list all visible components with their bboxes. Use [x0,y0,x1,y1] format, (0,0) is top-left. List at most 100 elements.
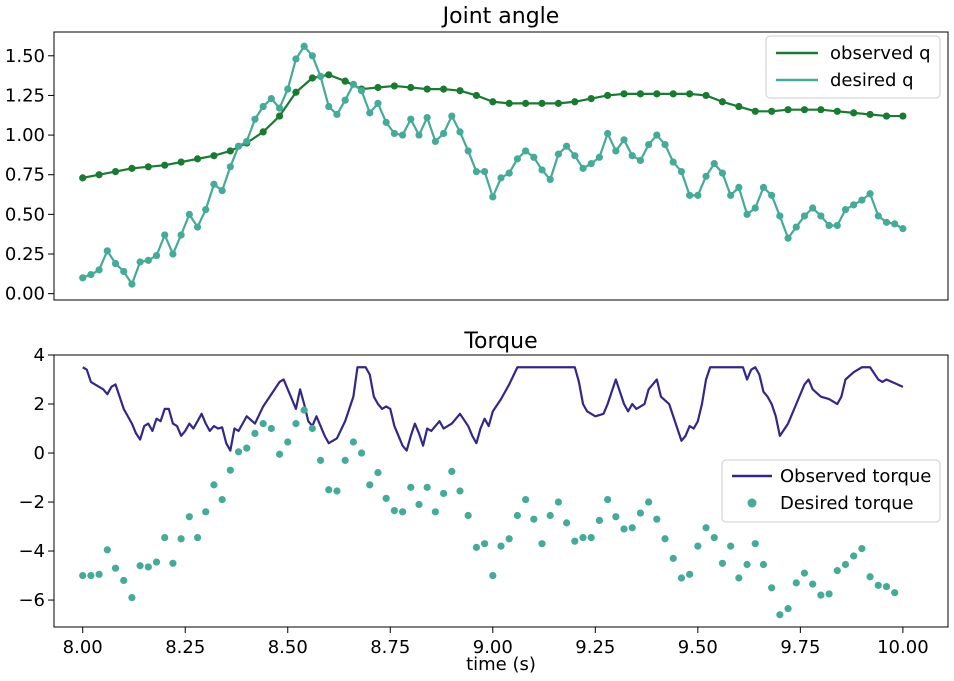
observed-q-point [292,88,300,96]
desired-q-point [128,280,136,288]
desired-q-point [866,190,874,198]
desired-torque-point [161,533,169,542]
observed-q-point [226,147,234,155]
desired-q-point [259,102,267,111]
desired-q-point [300,42,308,50]
desired-torque-point [87,571,95,580]
desired-q-point [374,99,382,107]
desired-q-point [833,221,841,230]
torque-legend: Observed torque Desired torque [721,459,941,523]
desired-q-point [645,140,653,149]
desired-q-point [571,152,579,160]
desired-torque-point [620,525,628,533]
desired-torque-point [743,560,751,569]
desired-q-point [792,223,800,231]
desired-torque-point [833,567,841,575]
desired-torque-point [439,489,448,498]
y-tick-label: 1.25 [5,85,45,106]
desired-torque-point [604,495,612,504]
desired-q-point [193,223,202,231]
observed-q-point [161,161,169,169]
y-tick-label: 0.00 [5,284,45,305]
observed-q-point [882,112,891,120]
desired-torque-point [398,508,407,516]
observed-q-point [636,90,645,98]
desired-q-point [456,128,464,136]
desired-torque-point [218,495,226,504]
desired-q-point [636,156,645,165]
y-tick-label: −4 [18,541,45,562]
desired-q-point [751,204,759,212]
desired-q-point [612,147,620,155]
desired-q-point [226,163,234,171]
joint-angle-frame [53,31,949,301]
observed-q-point [439,85,448,93]
observed-q-point [308,74,316,82]
desired-q-point [522,147,530,155]
desired-q-point [95,266,103,274]
observed-q-point [620,90,628,98]
desired-torque-point [103,546,111,554]
desired-q-point [177,231,185,239]
desired-q-point [489,193,497,201]
desired-torque-point [341,456,349,464]
desired-torque-point [292,420,300,428]
torque-y-ticks: −6 −4 −2 0 2 4 [18,345,54,611]
joint-angle-marks [79,42,907,288]
observed-q-point [210,152,218,160]
desired-torque-point [874,581,882,589]
legend-label-observed-q: observed q [830,43,931,64]
torque-legend-box [721,459,941,523]
desired-q-point [267,95,275,103]
desired-q-point [366,109,374,117]
desired-torque-point [669,554,677,562]
desired-q-point [79,274,87,282]
observed-q-point [407,83,415,92]
observed-q-point [374,83,382,92]
desired-torque-point [686,570,694,578]
torque-x-ticks: 8.00 8.25 8.50 8.75 9.00 9.25 9.50 9.75 10.00 [63,627,929,658]
observed-q-point [522,99,530,107]
x-tick-label: 8.00 [63,637,103,658]
desired-torque-point [653,515,661,523]
desired-torque-point [776,611,784,619]
desired-q-point [776,212,784,220]
observed-q-point [718,98,727,106]
legend-label-observed-torque: Observed torque [780,466,931,487]
desired-q-point [448,112,456,120]
desired-q-point [628,152,636,160]
desired-torque-point [210,481,218,489]
desired-torque-point [357,449,366,457]
desired-torque-point [448,467,456,475]
desired-q-point [357,87,366,95]
desired-q-point [759,183,768,192]
desired-q-point [407,115,415,123]
observed-q-point [325,71,333,79]
desired-torque-point [431,508,439,516]
x-tick-label: 8.75 [370,637,410,658]
observed-q-point [702,91,710,100]
joint-angle-legend: observed q desired q [765,35,941,99]
observed-q-point [554,99,563,107]
y-tick-label: 2 [34,394,45,415]
desired-q-point [882,218,891,226]
observed-q-point [768,107,776,115]
observed-q-point [95,171,103,179]
desired-torque-point [850,552,858,560]
desired-q-point [161,231,169,239]
desired-q-point [275,104,284,112]
desired-torque-point [152,558,161,566]
desired-torque-point [792,579,800,587]
desired-torque-point [349,438,357,446]
desired-torque-point [497,542,505,550]
desired-torque-point [530,515,538,523]
desired-q-point [431,137,439,146]
desired-q-point [653,131,661,139]
desired-q-point [111,259,120,268]
observed-q-point [604,91,612,100]
observed-q-point [472,91,480,100]
desired-torque-point [882,582,891,591]
observed-q-point [341,77,349,85]
desired-torque-point [120,576,128,585]
desired-q-point [481,167,489,176]
